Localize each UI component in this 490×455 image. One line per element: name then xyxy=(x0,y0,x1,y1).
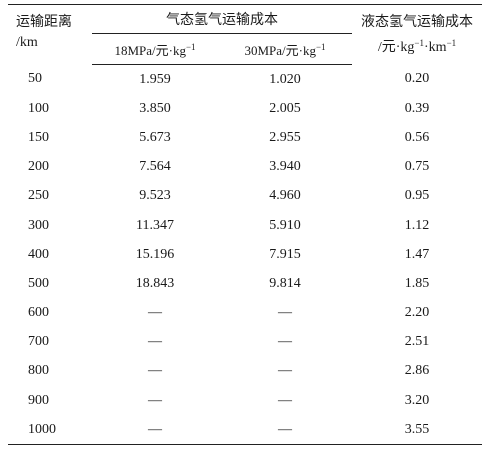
table-row: 300 11.347 5.910 1.12 xyxy=(8,211,482,240)
table-body: 50 1.959 1.020 0.20 100 3.850 2.005 0.39 150 5.67… xyxy=(8,65,482,446)
header-gas-18mpa-label: 18MPa/元·kg xyxy=(114,42,186,58)
table-row: 1000— —3.55 xyxy=(8,415,482,446)
cell-gas-30mpa: 9.814 xyxy=(269,275,301,291)
table-row: 100 3.850 2.005 0.39 xyxy=(8,94,482,123)
table-row: 50 1.959 1.020 0.20 xyxy=(8,65,482,95)
header-gas-30mpa: 30MPa/元·kg−1 xyxy=(218,33,352,65)
table-row: 250 9.523 4.960 0.95 xyxy=(8,182,482,211)
cell-distance: 600 xyxy=(28,305,49,321)
cell-gas-30mpa: 7.915 xyxy=(269,246,301,262)
cell-gas-18mpa: 7.564 xyxy=(139,159,171,175)
header-distance-line2: /km xyxy=(16,35,38,50)
table-row: 900 — — 3.20 xyxy=(8,386,482,415)
cell-distance: 100 xyxy=(28,100,49,116)
header-liquid: 液态氢气运输成本 /元·kg−1·km−1 xyxy=(352,4,482,65)
cell-liquid: 1.47 xyxy=(404,246,430,262)
table-row: 500 18.843 9.814 1.85 xyxy=(8,269,482,298)
table-row: 200 7.564 3.940 0.75 xyxy=(8,153,482,182)
table-row: 400 15.196 7.915 1.47 xyxy=(8,240,482,269)
cell-gas-18mpa: — xyxy=(148,392,162,408)
cell-gas-18mpa: 11.347 xyxy=(136,217,174,233)
cell-liquid: 0.39 xyxy=(404,100,430,116)
cell-liquid: 0.56 xyxy=(404,129,430,145)
cell-liquid: 2.51 xyxy=(404,334,430,350)
cell-liquid: 2.86 xyxy=(404,363,430,379)
table-row: 700 — — 2.51 xyxy=(8,328,482,357)
cell-gas-30mpa: 5.910 xyxy=(269,217,301,233)
cell-liquid: 0.95 xyxy=(404,188,430,204)
cell-gas-30mpa: — xyxy=(278,363,292,379)
cell-distance: 800 xyxy=(28,363,49,379)
cell-gas-30mpa: 2.955 xyxy=(269,129,301,145)
cell-distance: 700 xyxy=(28,334,49,350)
cell-distance: 300 xyxy=(28,217,49,233)
cell-gas-30mpa: 1.020 xyxy=(269,71,301,87)
cell-distance: 250 xyxy=(28,188,49,204)
header-distance: 运输距离 /km xyxy=(8,4,92,65)
transport-cost-table: 运输距离 /km 气态氢气运输成本 液态氢气运输成本 /元·kg−1·km−1 … xyxy=(8,4,482,446)
cell-gas-18mpa: — xyxy=(148,363,162,379)
header-gas-30mpa-exp: −1 xyxy=(315,41,326,52)
header-gas-30mpa-label: 30MPa/元·kg xyxy=(244,42,316,58)
cell-liquid: 3.55 xyxy=(352,415,482,446)
cell-gas-18mpa: — xyxy=(92,415,218,446)
cell-gas-18mpa: 5.673 xyxy=(139,129,171,145)
cell-gas-30mpa: — xyxy=(278,305,292,321)
cell-liquid: 0.20 xyxy=(404,71,430,87)
table-row: 800 — — 2.86 xyxy=(8,357,482,386)
cell-gas-18mpa: 9.523 xyxy=(139,188,171,204)
table-row: 600 — — 2.20 xyxy=(8,299,482,328)
cell-distance: 150 xyxy=(28,129,49,145)
cell-distance: 900 xyxy=(28,392,49,408)
cell-gas-18mpa: — xyxy=(148,305,162,321)
cell-gas-18mpa: 3.850 xyxy=(139,100,171,116)
cell-gas-18mpa: 18.843 xyxy=(135,275,175,291)
header-liquid-line2: /元·kg−1·km−1 xyxy=(352,33,482,58)
cell-liquid: 0.75 xyxy=(404,159,430,175)
cell-liquid: 1.12 xyxy=(404,217,430,233)
cell-distance: 1000 xyxy=(8,415,92,446)
header-liquid-line1: 液态氢气运输成本 xyxy=(361,15,473,30)
cell-gas-18mpa: 15.196 xyxy=(135,246,175,262)
header-distance-line1: 运输距离 xyxy=(16,15,72,30)
cell-gas-30mpa: 3.940 xyxy=(269,159,301,175)
cell-gas-18mpa: — xyxy=(148,334,162,350)
cell-distance: 50 xyxy=(28,71,42,87)
cell-gas-30mpa: — xyxy=(278,392,292,408)
header-liquid-unit-prefix: /元·kg xyxy=(377,40,415,55)
cell-liquid: 3.20 xyxy=(404,392,430,408)
cell-gas-30mpa: 4.960 xyxy=(269,188,301,204)
cell-gas-18mpa: 1.959 xyxy=(139,71,171,87)
header-liquid-exp1: −1 xyxy=(414,38,424,48)
cell-gas-30mpa: 2.005 xyxy=(269,100,301,116)
cell-gas-30mpa: — xyxy=(218,415,352,446)
cell-liquid: 1.85 xyxy=(404,275,430,291)
header-liquid-exp2: −1 xyxy=(446,38,457,48)
header-gas-18mpa: 18MPa/元·kg−1 xyxy=(92,33,218,65)
cell-distance: 200 xyxy=(28,159,49,175)
cell-liquid: 2.20 xyxy=(404,305,430,321)
table-header: 运输距离 /km 气态氢气运输成本 液态氢气运输成本 /元·kg−1·km−1 … xyxy=(8,4,482,65)
header-liquid-unit-mid: ·km xyxy=(424,40,447,55)
cell-gas-30mpa: — xyxy=(278,334,292,350)
table-row: 150 5.673 2.955 0.56 xyxy=(8,123,482,152)
cell-distance: 400 xyxy=(28,246,49,262)
header-gas-18mpa-exp: −1 xyxy=(185,41,196,52)
cell-distance: 500 xyxy=(28,275,49,291)
header-gas-group: 气态氢气运输成本 xyxy=(92,4,352,34)
